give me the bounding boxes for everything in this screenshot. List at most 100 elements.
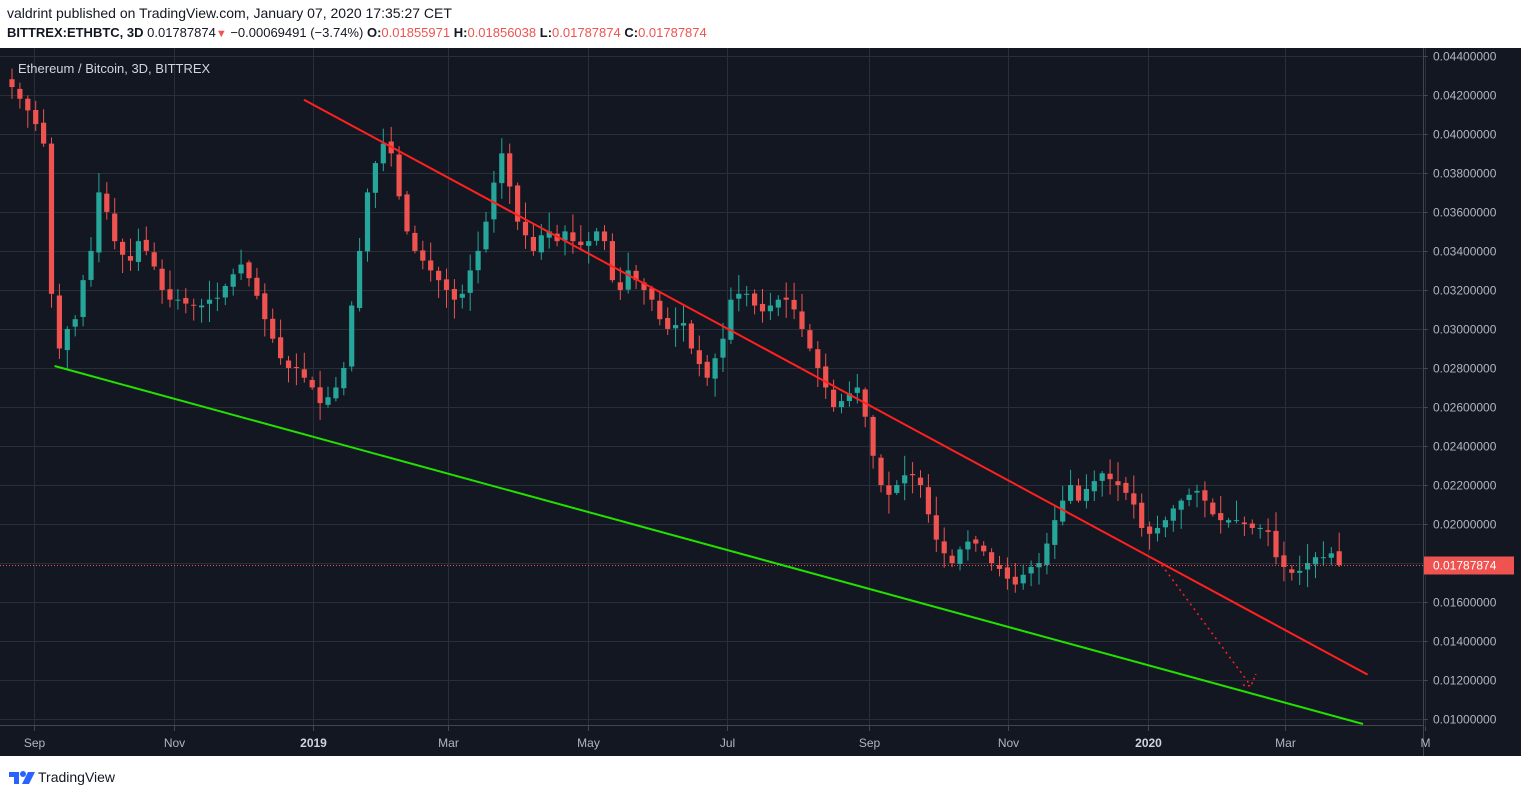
candle-body: [1257, 527, 1263, 529]
candle-body: [1162, 520, 1168, 528]
candle-body: [767, 305, 773, 312]
current-price-marker: 0.01787874: [1424, 556, 1514, 575]
candle-body: [933, 515, 939, 540]
candle-body: [1249, 523, 1255, 528]
y-tick-label: 0.02200000: [1433, 479, 1497, 493]
high-value: 0.01856038: [467, 25, 537, 40]
x-tick-label: Sep: [24, 736, 46, 750]
candle-body: [1226, 520, 1232, 523]
candle-body: [1265, 530, 1271, 532]
price-change: −0.00069491 (−3.74%): [230, 25, 364, 40]
candle-body: [491, 182, 497, 220]
candle-body: [1328, 553, 1334, 558]
candle-body: [443, 279, 450, 290]
candle-body: [673, 325, 679, 329]
candle-body: [372, 163, 378, 193]
candle-body: [357, 250, 363, 308]
resistance-trendline[interactable]: [303, 98, 1369, 676]
candle-body: [262, 293, 268, 320]
candle-body: [783, 297, 789, 300]
candle-body: [665, 318, 671, 329]
support-trendline[interactable]: [54, 365, 1364, 725]
tradingview-brand[interactable]: TradingView: [38, 769, 116, 785]
candle-body: [1241, 522, 1247, 525]
candle-body: [285, 360, 292, 368]
candle-body: [522, 221, 529, 236]
last-price: 0.01787874: [147, 25, 216, 40]
candle-body: [364, 192, 371, 252]
high-label: H:: [453, 25, 468, 40]
candle-body: [617, 282, 623, 290]
candle-body: [9, 79, 15, 88]
candle-body: [246, 262, 252, 279]
candle-body: [1320, 557, 1326, 559]
candle-body: [404, 194, 410, 232]
candle-body: [199, 305, 205, 308]
candle-body: [1336, 551, 1342, 566]
candle-body: [499, 153, 505, 184]
y-tick-label: 0.02800000: [1433, 362, 1497, 376]
candle-body: [1312, 557, 1319, 565]
candle-body: [1281, 555, 1287, 567]
candle-body: [33, 109, 39, 125]
close-label: C:: [624, 25, 639, 40]
y-tick-label: 0.02400000: [1433, 440, 1497, 454]
time-axis[interactable]: Sep Nov 2019 Mar May Jul Sep Nov 2020 Mar M: [24, 726, 1431, 750]
candle-body: [688, 323, 694, 349]
price-chart[interactable]: 0.04400000 0.04200000 0.04000000 0.03800000…: [0, 48, 1521, 756]
candle-body: [799, 311, 805, 329]
candle-body: [949, 555, 955, 564]
y-tick-label: 0.04400000: [1433, 50, 1497, 64]
candle-body: [815, 349, 821, 368]
x-tick-label: Mar: [438, 736, 459, 750]
projection-arrow-line[interactable]: [1161, 564, 1252, 687]
candle-body: [1202, 490, 1208, 501]
candle-body: [1115, 481, 1121, 486]
candle-body: [957, 549, 963, 564]
candle-body: [341, 367, 347, 389]
y-tick-label: 0.03200000: [1433, 284, 1497, 298]
candle-body: [538, 235, 544, 253]
candle-body: [1170, 508, 1176, 521]
candle-body: [1178, 500, 1184, 510]
candle-body: [459, 293, 465, 298]
trendlines[interactable]: [54, 98, 1369, 725]
candle-body: [1012, 576, 1018, 585]
candle-body: [1297, 570, 1303, 573]
candle-body: [238, 264, 244, 274]
candle-body: [483, 221, 489, 250]
symbol-label[interactable]: BITTREX:ETHBTC, 3D: [7, 25, 144, 40]
candle-body: [854, 387, 860, 393]
candle-body: [878, 457, 884, 486]
candle-body: [1060, 500, 1066, 522]
candle-body: [467, 270, 473, 293]
x-tick-label: Nov: [164, 736, 185, 750]
candle-body: [56, 295, 62, 349]
candle-body: [293, 367, 299, 369]
candle-body: [846, 393, 852, 402]
candle-body: [633, 270, 639, 281]
header: valdrint published on TradingView.com, J…: [0, 0, 1521, 48]
candle-body: [412, 232, 418, 251]
candle-body: [680, 323, 687, 326]
candle-body: [870, 416, 876, 456]
candle-body: [183, 298, 189, 304]
candle-body: [349, 305, 355, 367]
candle-body: [1218, 513, 1224, 521]
candle-body: [1289, 569, 1295, 573]
candle-body: [270, 318, 276, 339]
current-price-tag: [1424, 556, 1514, 575]
candle-body: [1139, 502, 1145, 528]
candle-body: [807, 330, 813, 349]
x-tick-label: Jul: [720, 736, 735, 750]
x-tick-label: Mar: [1275, 736, 1296, 750]
candle-body: [720, 338, 726, 358]
candle-body: [515, 185, 521, 222]
candle-body: [562, 231, 568, 241]
candle-body: [601, 231, 608, 242]
y-tick-label: 0.04200000: [1433, 89, 1497, 103]
candle-body: [88, 250, 94, 280]
candle-body: [736, 293, 742, 299]
tradingview-logo-icon[interactable]: [8, 768, 36, 786]
candle-body: [609, 241, 615, 281]
